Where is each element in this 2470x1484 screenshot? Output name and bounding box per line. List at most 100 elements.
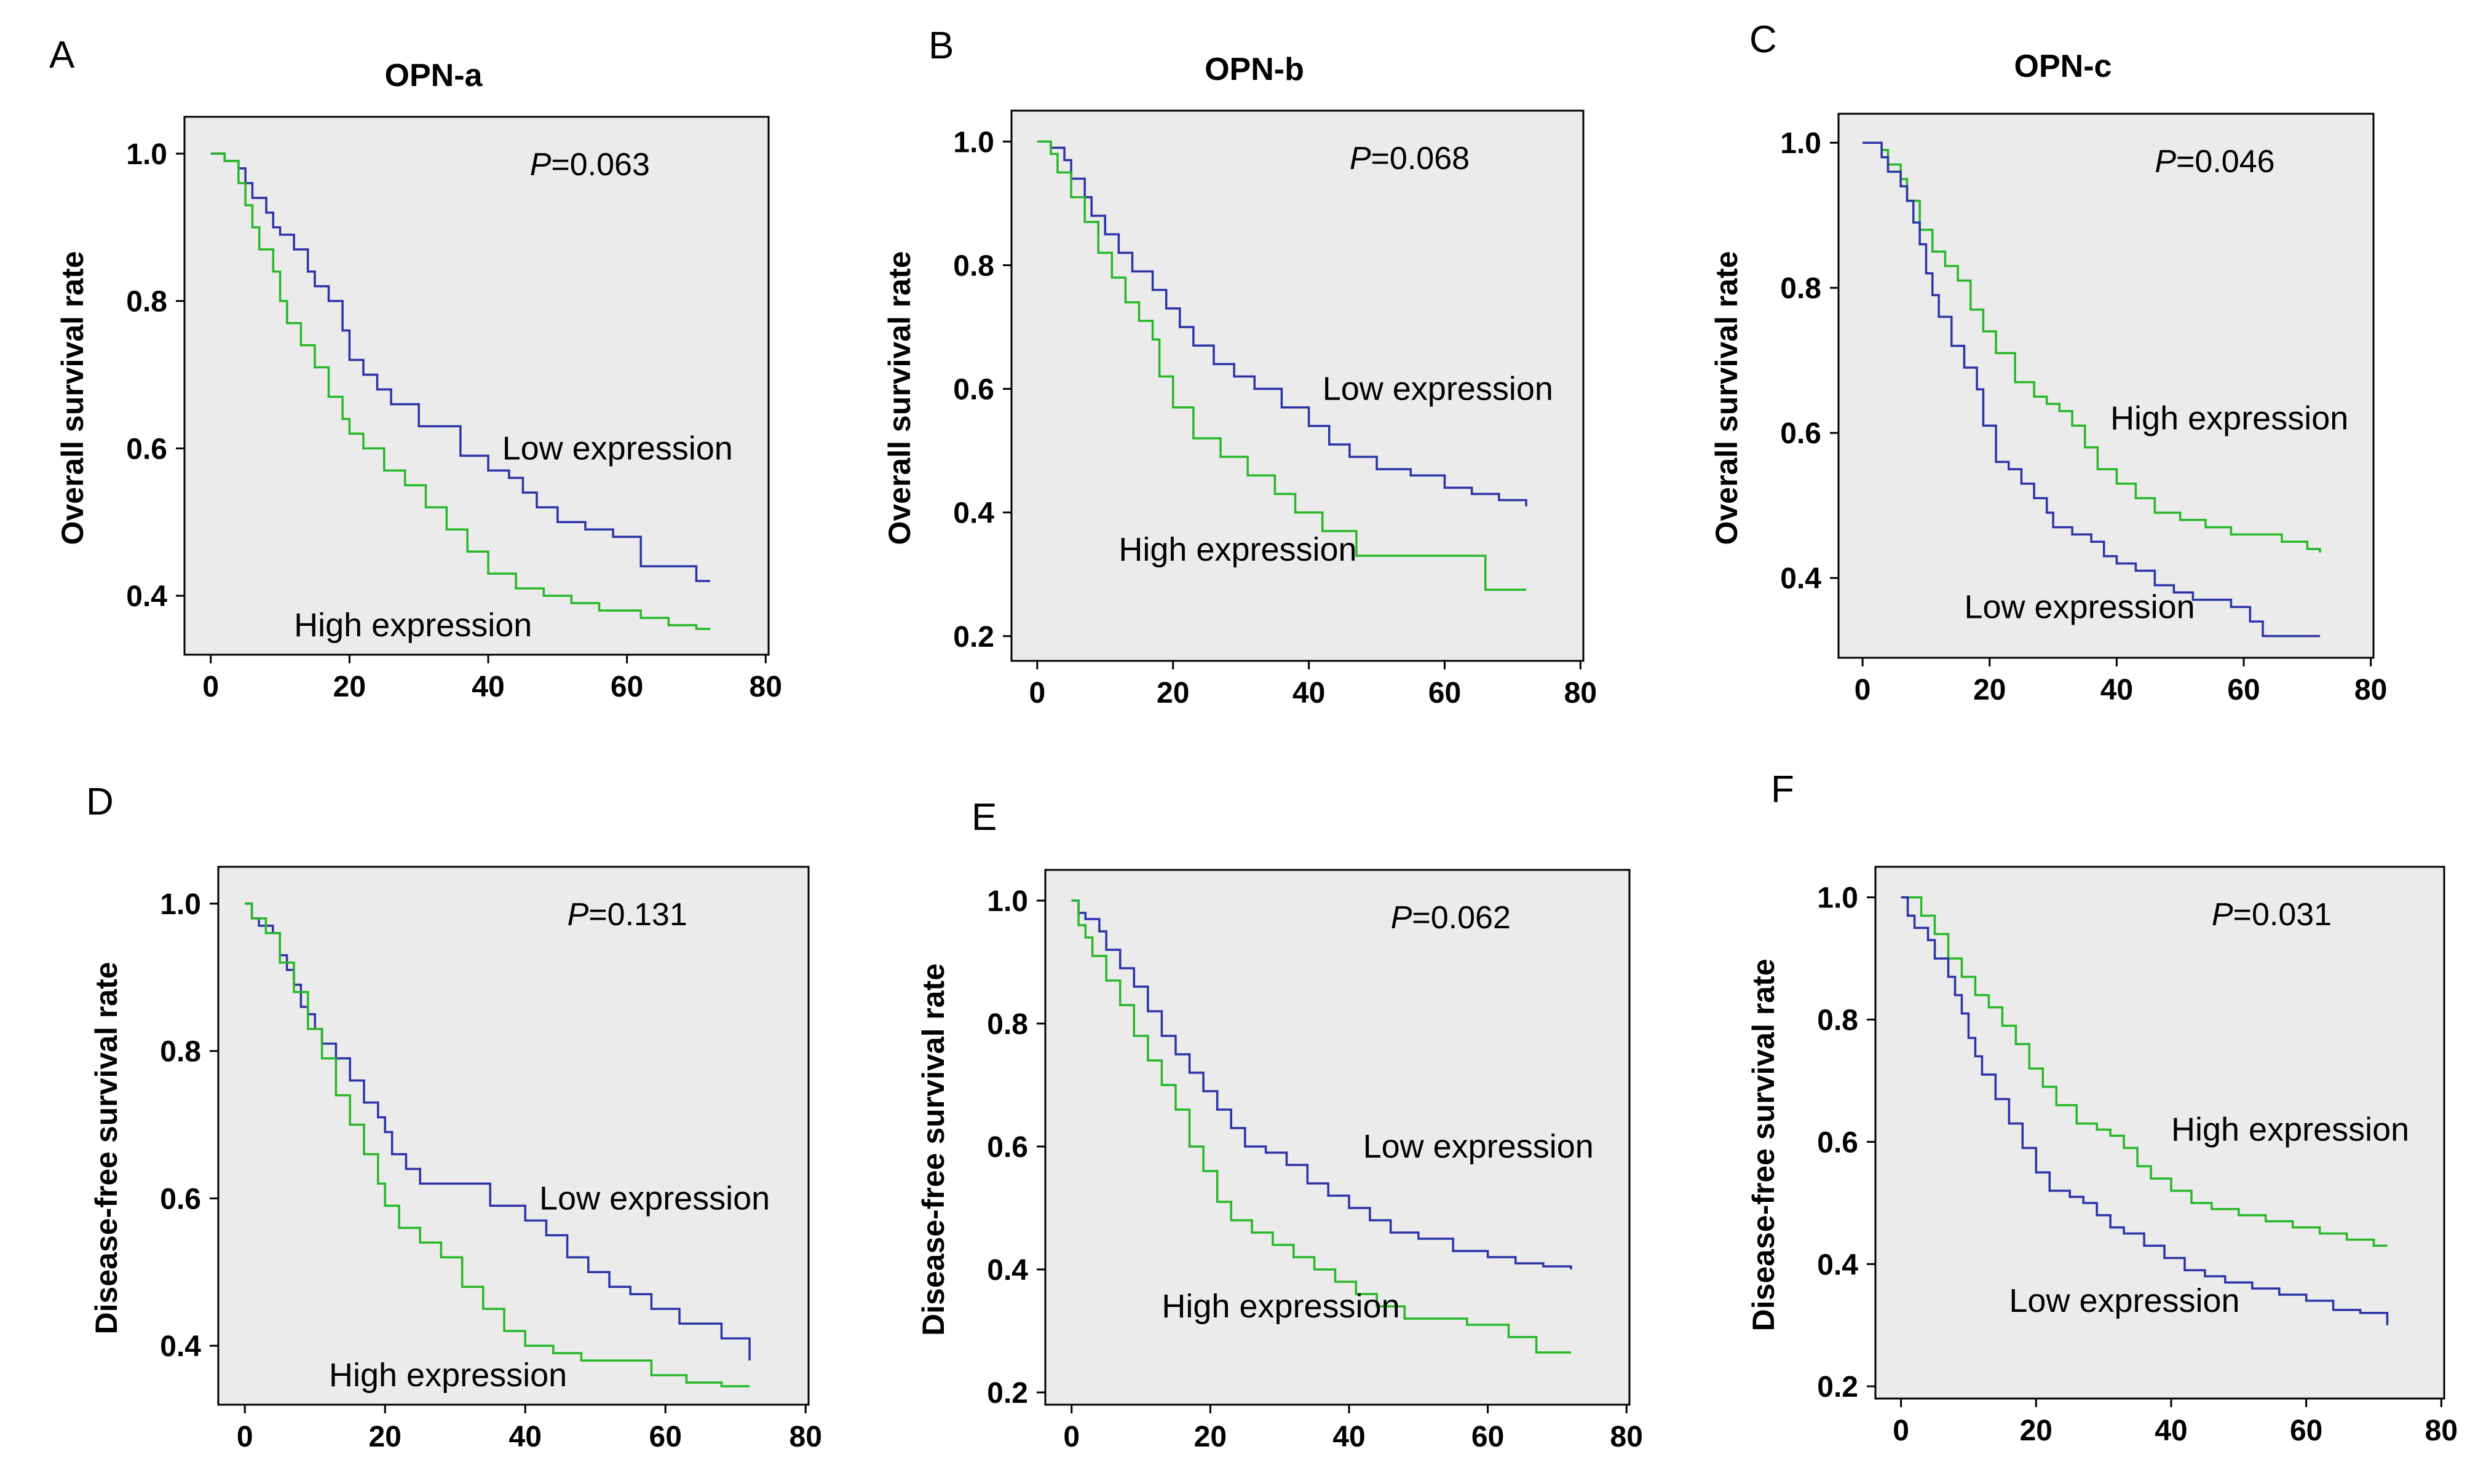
x-tick-label: 40 xyxy=(2100,674,2133,706)
x-tick-label: 20 xyxy=(333,671,366,703)
x-tick-label: 20 xyxy=(1157,677,1189,709)
x-tick-label: 0 xyxy=(202,671,219,703)
panel-letter: F xyxy=(1771,768,1794,811)
x-tick-label: 0 xyxy=(1063,1421,1080,1453)
x-tick-label: 40 xyxy=(509,1421,542,1453)
plot-area xyxy=(217,866,810,1406)
y-tick-label: 0.8 xyxy=(160,1036,201,1068)
curve-label: Low expression xyxy=(1323,371,1553,408)
x-tick-label: 80 xyxy=(1564,677,1597,709)
y-axis-label: Overall survival rate xyxy=(1709,251,1744,545)
x-tick-label: 80 xyxy=(1610,1421,1643,1453)
y-tick-label: 0.6 xyxy=(126,433,167,465)
curve-label: Low expression xyxy=(2009,1282,2239,1319)
plot-area xyxy=(1044,869,1631,1406)
panel-letter: E xyxy=(972,796,997,839)
p-value: P=0.062 xyxy=(1391,900,1511,936)
x-tick-label: 40 xyxy=(1332,1421,1365,1453)
curve-label: Low expression xyxy=(1363,1128,1594,1165)
y-tick-label: 0.8 xyxy=(1817,1004,1858,1037)
x-tick-label: 0 xyxy=(1854,674,1871,706)
x-tick-label: 80 xyxy=(750,671,782,703)
low-expression-curve xyxy=(1037,140,1527,507)
plot-area xyxy=(1010,109,1585,662)
high-expression-curve xyxy=(1071,899,1571,1354)
curve-label: Low expression xyxy=(539,1180,770,1217)
x-tick-label: 0 xyxy=(237,1421,253,1453)
x-tick-label: 60 xyxy=(2290,1415,2322,1447)
high-expression-curve xyxy=(1901,896,2388,1247)
y-tick-label: 0.4 xyxy=(1780,562,1821,595)
y-tick-label: 1.0 xyxy=(1780,127,1821,160)
high-expression-curve xyxy=(1037,140,1526,591)
low-expression-curve xyxy=(1862,141,2320,637)
y-tick-label: 0.8 xyxy=(1780,272,1821,305)
low-expression-curve xyxy=(1901,896,2389,1325)
y-tick-label: 0.6 xyxy=(1817,1126,1858,1159)
low-expression-curve xyxy=(1071,899,1572,1269)
y-tick-label: 0.2 xyxy=(953,621,994,653)
curve-label: Low expression xyxy=(502,430,733,467)
panel-f: F 0 20 40 60 80 0.2 0.4 0.6 0.8 1.0 Disease-free su… xyxy=(1746,768,2458,1447)
curve-label: High expression xyxy=(1162,1288,1399,1325)
y-tick-label: 0.4 xyxy=(987,1254,1028,1287)
panel-letter: D xyxy=(86,781,114,823)
p-value: P=0.031 xyxy=(2212,897,2332,933)
y-tick-label: 0.6 xyxy=(1780,417,1821,450)
y-tick-label: 0.4 xyxy=(126,580,167,613)
panel-e: E 0 20 40 60 80 0.2 0.4 0.6 0.8 1.0 Disease-free su… xyxy=(916,796,1643,1453)
y-axis-label: Overall survival rate xyxy=(882,251,917,545)
y-tick-label: 1.0 xyxy=(1817,882,1858,915)
plot-area xyxy=(183,116,770,656)
curve-label: High expression xyxy=(2171,1111,2409,1148)
curve-label: High expression xyxy=(294,607,532,644)
x-tick-label: 60 xyxy=(649,1421,682,1453)
low-expression-curve xyxy=(210,152,710,582)
y-tick-label: 0.4 xyxy=(953,497,994,530)
p-value: P=0.046 xyxy=(2155,144,2274,180)
panel-letter: B xyxy=(928,25,954,67)
plot-area xyxy=(1837,112,2375,659)
curve-label: High expression xyxy=(329,1357,567,1394)
curve-label: Low expression xyxy=(1964,588,2195,625)
y-axis-label: Disease-free survival rate xyxy=(916,963,951,1336)
curve-label: High expression xyxy=(2110,400,2348,437)
panel-title: OPN-c xyxy=(2014,49,2112,84)
x-tick-label: 80 xyxy=(2425,1415,2458,1447)
panel-b: B OPN-b 0 20 40 60 80 0.2 0.4 0.6 0.8 1.0 Overall su… xyxy=(882,25,1597,709)
x-tick-label: 80 xyxy=(790,1421,822,1453)
p-value: P=0.068 xyxy=(1350,141,1470,176)
x-tick-label: 80 xyxy=(2354,674,2387,706)
panel-c: C OPN-c 0 20 40 60 80 0.4 0.6 0.8 1.0 Overall survi… xyxy=(1709,18,2387,706)
high-expression-curve xyxy=(210,152,710,630)
x-tick-label: 0 xyxy=(1893,1415,1909,1447)
x-tick-label: 20 xyxy=(369,1421,402,1453)
x-tick-label: 60 xyxy=(2227,674,2260,706)
y-tick-label: 0.6 xyxy=(953,374,994,406)
y-tick-label: 0.4 xyxy=(1817,1249,1858,1281)
x-tick-label: 20 xyxy=(2020,1415,2052,1447)
panel-letter: C xyxy=(1749,18,1777,61)
p-value: P=0.063 xyxy=(530,147,650,183)
y-tick-label: 1.0 xyxy=(987,885,1028,918)
x-tick-label: 60 xyxy=(1471,1421,1504,1453)
y-axis-label: Disease-free survival rate xyxy=(89,962,124,1335)
panel-letter: A xyxy=(49,34,75,76)
x-tick-label: 40 xyxy=(1292,677,1325,709)
y-tick-label: 0.6 xyxy=(987,1131,1028,1164)
y-axis-label: Overall survival rate xyxy=(55,251,90,545)
panel-a: A OPN-a 0 20 40 60 80 0.4 0.6 0.8 1.0 Overall survi… xyxy=(49,34,782,703)
x-tick-label: 40 xyxy=(2155,1415,2187,1447)
y-axis-label: Disease-free survival rate xyxy=(1746,959,1781,1332)
y-tick-label: 0.8 xyxy=(987,1008,1028,1041)
low-expression-curve xyxy=(245,902,751,1361)
panel-title: OPN-b xyxy=(1205,52,1304,87)
panel-title: OPN-a xyxy=(385,58,483,93)
y-tick-label: 0.8 xyxy=(126,286,167,318)
y-tick-label: 0.6 xyxy=(160,1183,201,1215)
x-tick-label: 60 xyxy=(1428,677,1461,709)
panel-d: D 0 20 40 60 80 0.4 0.6 0.8 1.0 Disease-free survi… xyxy=(86,781,822,1453)
x-tick-label: 0 xyxy=(1029,677,1045,709)
x-tick-label: 40 xyxy=(472,671,504,703)
